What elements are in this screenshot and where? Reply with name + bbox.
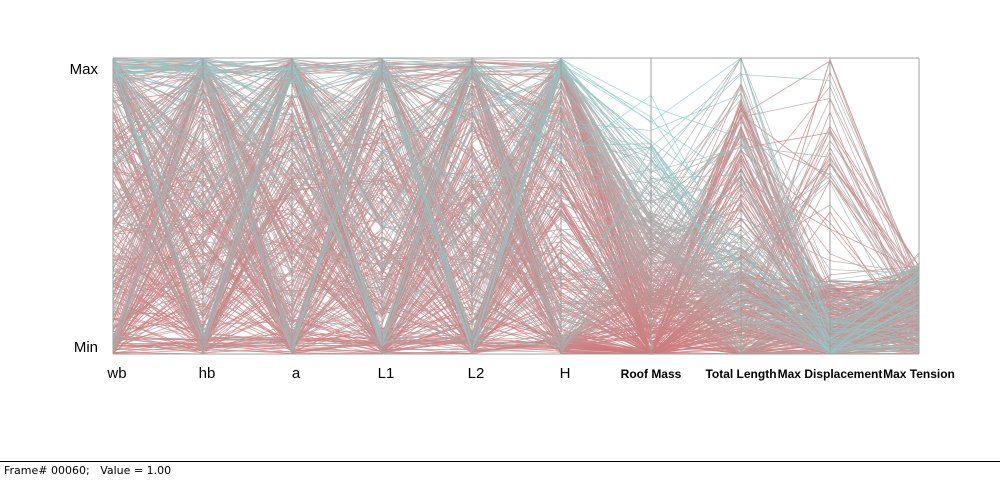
status-bar: Frame# 00060; Value = 1.00 [0, 461, 1000, 480]
data-polyline [112, 59, 920, 350]
axis-label-total-length: Total Length [705, 367, 776, 381]
data-polyline [112, 59, 920, 344]
data-polyline [112, 74, 920, 352]
data-polyline [112, 66, 920, 343]
data-polyline [112, 58, 920, 352]
data-polyline [112, 63, 920, 276]
data-polyline [112, 57, 920, 350]
data-polyline [112, 60, 920, 354]
data-polyline [112, 66, 920, 352]
data-polyline [112, 61, 920, 355]
frame-label: Frame# 00060; [4, 464, 90, 477]
axis-label-max-tension: Max Tension [883, 367, 955, 381]
axis-label-max-displacement: Max Displacement [778, 367, 883, 381]
data-polyline [112, 64, 920, 333]
data-polyline [112, 66, 920, 354]
data-polyline [112, 81, 920, 354]
data-polyline [112, 58, 920, 333]
labels-layer: wb hb a L1 L2 H Roof Mass Total Length Max Displ… [70, 61, 955, 382]
data-polyline [112, 58, 920, 347]
data-polyline [112, 57, 920, 334]
data-polyline [112, 121, 920, 354]
parallel-coordinates-chart: wb hb a L1 L2 H Roof Mass Total Length Max Displ… [70, 56, 955, 382]
axis-label-h: H [560, 365, 571, 382]
data-polyline [112, 65, 919, 315]
axis-label-l1: L1 [378, 365, 395, 382]
data-polyline [112, 57, 920, 345]
axes-layer [112, 57, 920, 355]
data-polyline [112, 59, 920, 345]
data-polyline [112, 62, 920, 329]
data-polyline [112, 70, 920, 327]
data-polyline [112, 67, 920, 353]
chart-svg: wb hb a L1 L2 H Roof Mass Total Length Max Displ… [70, 56, 955, 382]
polylines-layer [112, 56, 920, 356]
data-polyline [112, 57, 920, 354]
data-polyline [112, 63, 920, 343]
data-polyline [112, 58, 920, 353]
data-polyline [112, 57, 920, 339]
axis-label-a: a [292, 365, 301, 382]
range-label-max: Max [70, 61, 99, 78]
data-polyline [112, 59, 920, 340]
data-polyline [112, 63, 920, 351]
axis-label-wb: wb [106, 365, 126, 382]
data-polyline [112, 63, 920, 349]
value-label: Value = 1.00 [100, 464, 172, 477]
data-polyline [112, 61, 920, 341]
data-polyline [112, 62, 920, 352]
data-polyline [112, 66, 920, 354]
data-polyline [112, 130, 920, 355]
data-polyline [112, 58, 920, 355]
data-polyline [112, 64, 920, 344]
data-polyline [112, 65, 920, 344]
data-polyline [112, 58, 920, 339]
axis-label-roof-mass: Roof Mass [621, 367, 682, 381]
data-polyline [112, 57, 920, 343]
data-polyline [112, 61, 920, 352]
data-polyline [112, 58, 920, 351]
data-polyline [112, 67, 920, 330]
data-polyline [112, 67, 920, 324]
data-polyline [112, 57, 920, 318]
axis-label-l2: L2 [468, 365, 485, 382]
data-polyline [112, 66, 920, 351]
data-polyline [112, 61, 920, 354]
range-label-min: Min [74, 339, 98, 356]
axis-label-hb: hb [199, 365, 216, 382]
data-polyline [112, 67, 920, 348]
data-polyline [112, 73, 920, 355]
